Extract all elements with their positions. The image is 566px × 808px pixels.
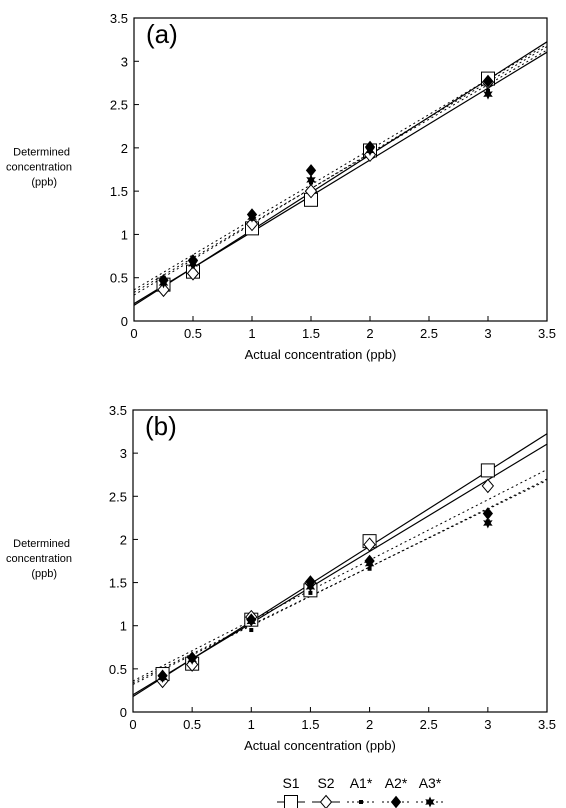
- legend-label-a1: A1*: [350, 775, 373, 791]
- data-point-a3: [365, 144, 375, 156]
- x-tick-label: 1: [248, 326, 255, 341]
- y-tick-label: 0.5: [110, 271, 128, 286]
- legend-marker-s2: [319, 794, 333, 808]
- x-tick-label: 0.5: [184, 326, 202, 341]
- y-tick-label: 3: [120, 446, 127, 461]
- fit-line-a3: [133, 46, 548, 296]
- data-point-a3: [483, 517, 493, 529]
- y-tick-label: 1.5: [109, 576, 127, 591]
- y-axis-label-line-2: concentration: [6, 162, 72, 174]
- chart-panel-b: (b) Determined concentration (ppb) Actua…: [6, 403, 556, 753]
- data-point-s2: [363, 537, 376, 552]
- data-point-a1: [249, 628, 254, 633]
- data-point-a3: [187, 653, 197, 665]
- x-tick-label: 3: [484, 717, 491, 732]
- y-tick-label: 2.5: [110, 98, 128, 113]
- fit-line-s2: [132, 443, 548, 696]
- y-axis-label-line-3: (ppb): [31, 177, 57, 189]
- y-axis-label-line-3: (ppb): [31, 568, 57, 580]
- legend-marker-s1: [284, 795, 298, 808]
- data-point-a3: [305, 581, 316, 593]
- data-point-a2: [305, 164, 317, 177]
- y-tick-label: 2: [120, 532, 127, 547]
- data-point-a3: [364, 558, 375, 570]
- x-tick-label: 2: [366, 326, 373, 341]
- x-tick-label: 2.5: [420, 717, 438, 732]
- legend-label-s1: S1: [282, 775, 299, 791]
- x-tick-label: 2: [366, 717, 373, 732]
- legend-label-s2: S2: [317, 775, 334, 791]
- data-point-s1: [480, 463, 495, 478]
- legend: S1 S2 A1* A2* A3*: [277, 775, 444, 808]
- x-tick-label: 0.5: [183, 717, 201, 732]
- legend-marker-a1: [359, 800, 363, 804]
- data-point-a2: [482, 507, 494, 520]
- data-point-s2: [245, 216, 259, 232]
- data-point-s2: [186, 266, 200, 281]
- data-point-a3: [306, 174, 316, 186]
- data-point-a3: [483, 88, 493, 100]
- data-point-s2: [304, 183, 318, 199]
- x-tick-label: 3.5: [538, 326, 556, 341]
- y-tick-label: 2.5: [109, 489, 127, 504]
- x-tick-label: 0: [130, 326, 137, 341]
- x-tick-label: 1.5: [301, 717, 319, 732]
- y-axis-label-line-1: Determined: [13, 538, 70, 550]
- x-axis-label: Actual concentration (ppb): [245, 347, 397, 362]
- legend-marker-a3: [425, 796, 435, 808]
- panel-label: (b): [145, 411, 177, 441]
- y-axis-label-line-1: Determined: [13, 147, 70, 159]
- y-tick-label: 0: [120, 705, 127, 720]
- data-point-a3: [188, 258, 198, 270]
- data-point-s2: [481, 478, 495, 494]
- x-tick-label: 3.5: [538, 717, 556, 732]
- plot-frame: [133, 17, 548, 322]
- y-tick-label: 3.5: [110, 11, 128, 26]
- legend-label-a2: A2*: [385, 775, 408, 791]
- y-tick-label: 0: [121, 314, 128, 329]
- data-point-a3: [157, 671, 168, 683]
- chart-panel-a: (a) Determined concentration (ppb) Actua…: [6, 11, 556, 362]
- data-point-a1: [308, 590, 313, 595]
- y-axis-label-line-2: concentration: [6, 553, 72, 565]
- plot-frame: [132, 409, 548, 713]
- data-point-a3: [247, 211, 257, 223]
- x-axis-label: Actual concentration (ppb): [244, 738, 396, 753]
- y-tick-label: 1: [121, 227, 128, 242]
- x-tick-label: 2.5: [420, 326, 438, 341]
- y-tick-label: 3: [121, 54, 128, 69]
- fit-line-a2: [132, 469, 548, 682]
- legend-label-a3: A3*: [419, 775, 442, 791]
- y-tick-label: 1.5: [110, 184, 128, 199]
- fit-line-s2: [133, 51, 548, 305]
- data-point-a2: [482, 74, 494, 88]
- y-tick-label: 2: [121, 141, 128, 156]
- y-tick-label: 0.5: [109, 662, 127, 677]
- y-tick-label: 3.5: [109, 403, 127, 418]
- panel-label: (a): [146, 19, 178, 49]
- fit-line-a2: [133, 43, 548, 291]
- fit-line-a3: [132, 479, 548, 684]
- x-tick-label: 3: [484, 326, 491, 341]
- y-tick-label: 1: [120, 619, 127, 634]
- legend-marker-a2: [390, 795, 402, 808]
- data-point-a3: [246, 615, 257, 627]
- x-tick-label: 1: [248, 717, 255, 732]
- data-point-a3: [158, 277, 169, 289]
- x-tick-label: 1.5: [302, 326, 320, 341]
- x-tick-label: 0: [129, 717, 136, 732]
- data-point-s2: [157, 282, 170, 298]
